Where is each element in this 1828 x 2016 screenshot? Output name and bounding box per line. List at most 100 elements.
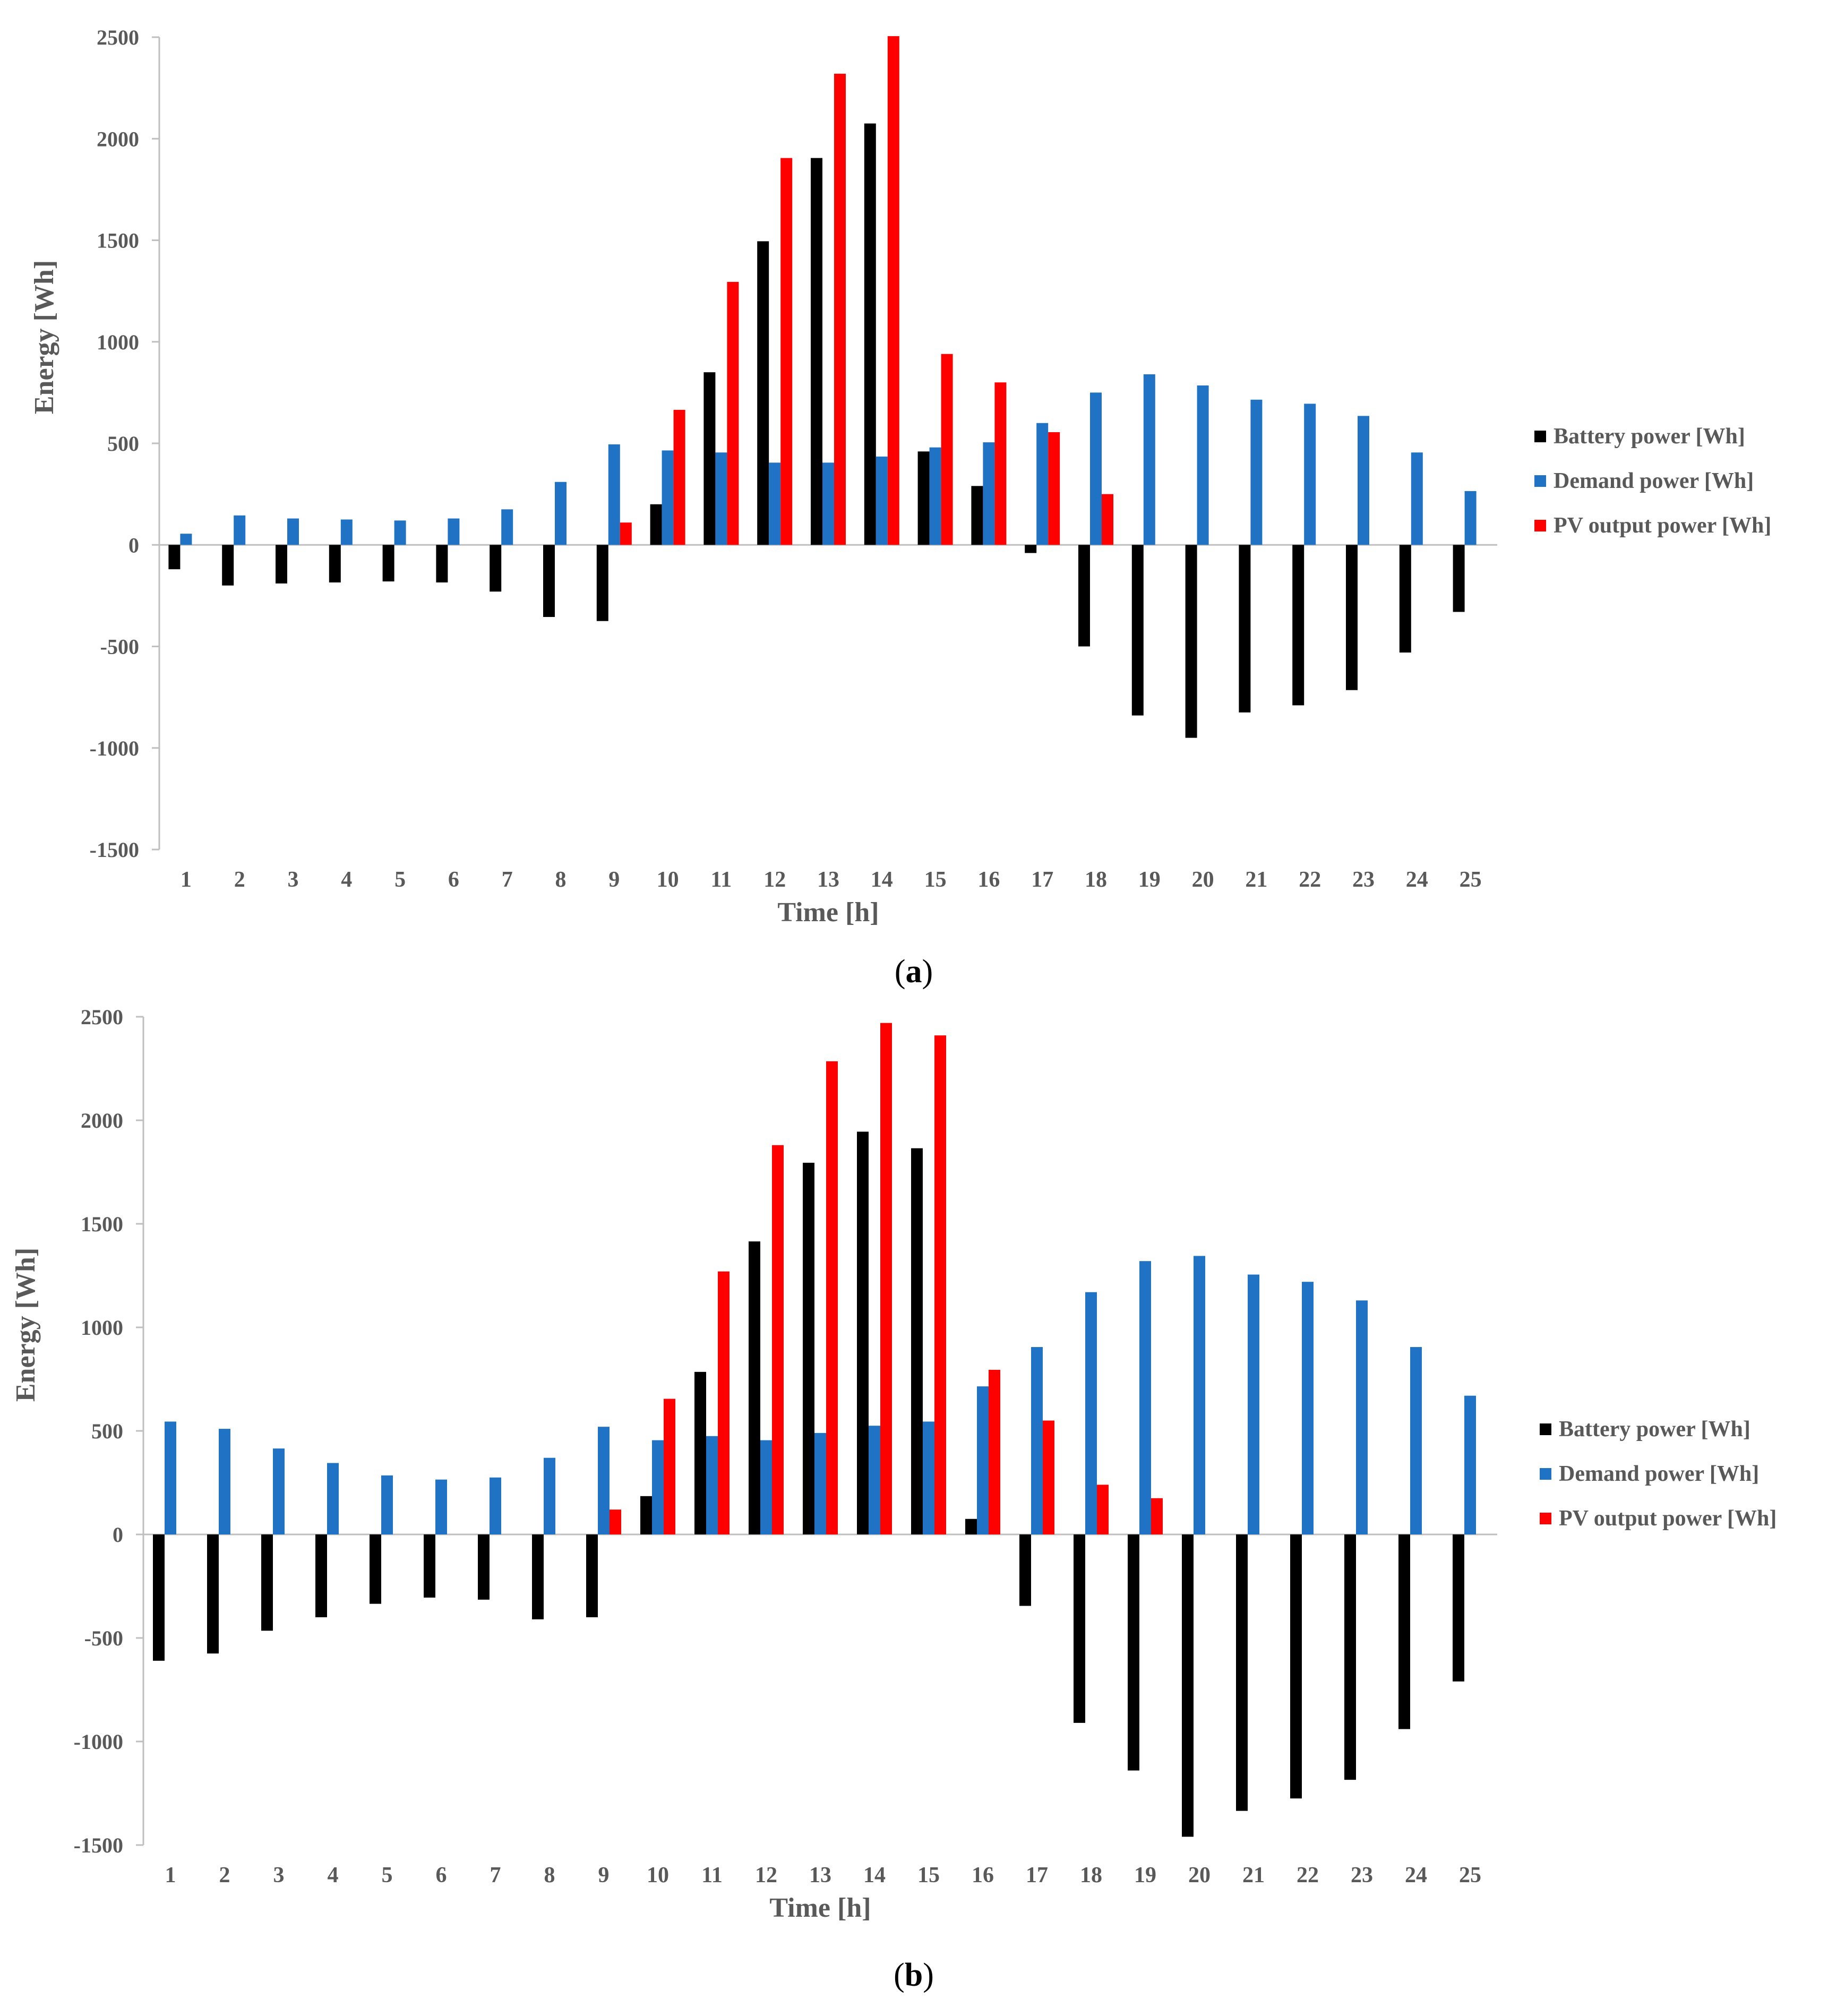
bar-pv — [673, 409, 685, 545]
bar-battery — [1131, 545, 1144, 716]
y-tick-label: 2500 — [97, 25, 139, 49]
bar-battery — [1292, 545, 1305, 706]
bar-battery — [1182, 1534, 1194, 1837]
y-tick-label: 1000 — [97, 330, 139, 354]
bar-demand — [1031, 1347, 1043, 1534]
bar-pv — [727, 281, 739, 545]
chart-a: -1500 -1000 -500 0 500 1000 1500 2000 2500 1 2 3 4 5 6… — [0, 0, 1828, 998]
bar-demand — [1250, 399, 1263, 545]
x-tick-label: 17 — [1031, 868, 1053, 892]
bar-pv — [664, 1399, 675, 1534]
bar-battery — [532, 1534, 544, 1619]
bar-demand — [598, 1427, 610, 1534]
bar-demand — [1302, 1282, 1314, 1534]
legend-label: PV output power [Wh] — [1554, 513, 1771, 538]
x-tick-label: 13 — [809, 1863, 831, 1888]
y-tick-label: 0 — [128, 533, 139, 557]
x-tick-label: 6 — [448, 868, 459, 892]
bar-pv — [989, 1369, 1000, 1534]
x-tick-label: 5 — [394, 868, 406, 892]
bar-battery — [1078, 545, 1090, 647]
bar-battery — [222, 545, 234, 586]
bar-demand — [983, 442, 995, 545]
legend-swatch-battery — [1534, 431, 1546, 442]
bar-battery — [261, 1534, 273, 1631]
bar-demand — [1464, 1395, 1476, 1534]
bar-battery — [864, 123, 876, 545]
bar-pv — [1102, 494, 1113, 545]
x-tick-label: 4 — [328, 1863, 339, 1888]
bar-battery — [1346, 545, 1358, 690]
x-tick-label: 15 — [917, 1863, 940, 1888]
bar-battery — [971, 486, 983, 545]
legend-swatch-pv — [1540, 1513, 1551, 1524]
x-tick-label: 19 — [1134, 1863, 1156, 1888]
caption-paren-close: ) — [922, 954, 933, 990]
bar-pv — [994, 382, 1007, 545]
bar-battery — [1025, 545, 1037, 553]
bar-demand — [490, 1477, 501, 1534]
bar-pv — [1048, 432, 1060, 545]
bar-battery — [749, 1241, 760, 1534]
x-axis-title: Time [h] — [777, 897, 879, 928]
x-tick-label: 24 — [1406, 868, 1428, 892]
x-tick-label: 8 — [555, 868, 567, 892]
y-tick-label: -500 — [100, 635, 139, 659]
x-tick-label: 11 — [711, 868, 732, 892]
bar-demand — [706, 1436, 718, 1534]
x-tick-label: 24 — [1405, 1863, 1427, 1888]
bar-demand — [1197, 385, 1209, 545]
x-tick-label: 12 — [763, 868, 786, 892]
bar-battery — [1128, 1534, 1139, 1771]
y-tick-label: -1500 — [90, 838, 139, 862]
x-tick-label: 14 — [871, 868, 893, 892]
bar-battery — [1074, 1534, 1085, 1723]
bar-battery — [911, 1148, 923, 1534]
bar-demand — [814, 1432, 826, 1534]
x-tick-label: 18 — [1085, 868, 1107, 892]
bar-pv — [620, 522, 632, 545]
bar-battery — [596, 545, 608, 621]
bar-battery — [694, 1371, 706, 1534]
bar-demand — [1304, 404, 1316, 545]
x-tick-label: 15 — [924, 868, 947, 892]
x-tick-label: 2 — [234, 868, 245, 892]
bar-demand — [1090, 392, 1102, 545]
bar-battery — [703, 372, 716, 545]
bar-pv — [934, 1035, 946, 1534]
bar-demand — [1139, 1261, 1151, 1534]
legend-swatch-demand — [1534, 475, 1546, 487]
bar-demand — [923, 1421, 934, 1534]
caption-paren-open: ( — [894, 1957, 905, 1993]
y-tick-label: -1000 — [90, 736, 139, 760]
bar-demand — [340, 519, 353, 545]
bar-battery — [207, 1534, 219, 1654]
x-tick-label: 10 — [657, 868, 679, 892]
x-tick-label: 22 — [1299, 868, 1321, 892]
x-tick-label: 16 — [972, 1863, 994, 1888]
bar-demand — [929, 447, 941, 545]
bar-battery — [370, 1534, 381, 1604]
y-tick-label: 2500 — [81, 1005, 123, 1029]
y-tick-label: -1500 — [74, 1833, 123, 1857]
y-tick-label: 500 — [91, 1419, 123, 1443]
bar-demand — [1358, 416, 1369, 545]
legend-swatch-battery — [1540, 1423, 1551, 1435]
panel-caption: (a) — [895, 954, 933, 990]
bar-demand — [435, 1479, 447, 1534]
legend-label: Demand power [Wh] — [1554, 469, 1754, 493]
legend-label: Battery power [Wh] — [1554, 424, 1745, 449]
bar-battery — [315, 1534, 327, 1617]
bar-demand — [1085, 1292, 1097, 1534]
bar-battery — [276, 545, 287, 584]
x-tick-label: 23 — [1352, 868, 1375, 892]
bar-demand — [327, 1463, 339, 1534]
bar-demand — [1411, 452, 1423, 545]
bar-battery — [382, 545, 394, 582]
bar-pv — [887, 36, 899, 545]
bar-battery — [1399, 545, 1411, 653]
bar-battery — [1236, 1534, 1248, 1811]
y-tick-label: -1000 — [74, 1730, 123, 1754]
bar-demand — [219, 1429, 230, 1534]
bar-battery — [424, 1534, 435, 1598]
